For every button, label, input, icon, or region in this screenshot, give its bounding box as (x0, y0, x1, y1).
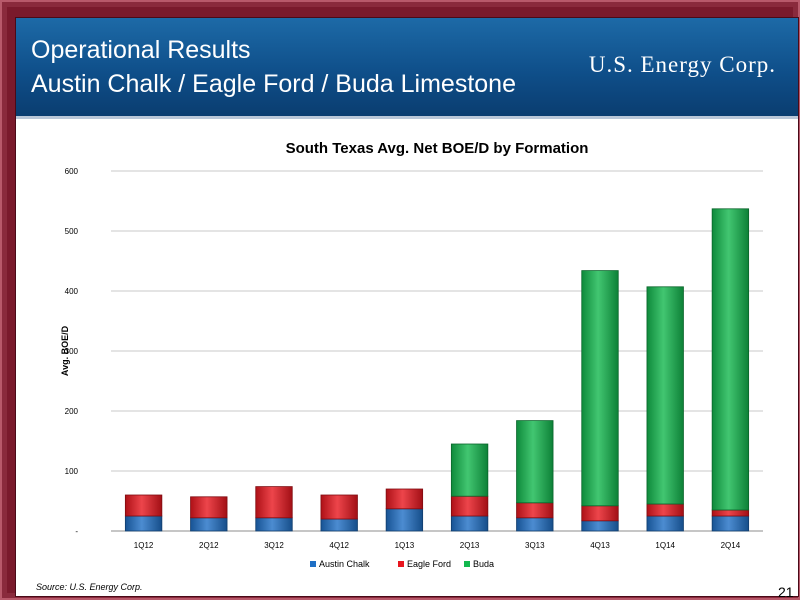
bar-eagle-ford (711, 509, 750, 517)
y-axis-label: Avg. BOE/D (60, 325, 70, 376)
bar-austin-chalk (190, 517, 228, 532)
bar-buda (711, 208, 750, 511)
bar-austin-chalk (320, 518, 358, 532)
bar-eagle-ford (450, 495, 489, 517)
bar-eagle-ford (646, 503, 684, 517)
legend-swatch (464, 561, 470, 567)
bar-austin-chalk (516, 517, 554, 532)
bar-eagle-ford (516, 502, 554, 519)
chart-title: South Texas Avg. Net BOE/D by Formation (286, 140, 589, 157)
bar-buda (646, 286, 684, 505)
x-tick-label: 1Q12 (134, 541, 154, 550)
bar-eagle-ford (124, 494, 163, 517)
y-tick-label: 600 (65, 167, 79, 176)
bar-eagle-ford (190, 496, 228, 519)
bar-austin-chalk (255, 517, 293, 532)
y-tick-label: 300 (65, 347, 79, 356)
y-tick-label: - (75, 527, 78, 536)
x-tick-label: 3Q12 (264, 541, 284, 550)
bar-austin-chalk (450, 515, 489, 532)
y-tick-label: 100 (65, 467, 79, 476)
legend-swatch (398, 561, 404, 567)
bar-austin-chalk (385, 508, 424, 532)
company-logo: U.S. Energy Corp. (588, 52, 776, 77)
bar-austin-chalk (581, 520, 619, 532)
bar-austin-chalk (124, 515, 163, 532)
x-tick-label: 4Q13 (590, 541, 610, 550)
y-tick-label: 400 (65, 287, 79, 296)
slide-title-line2: Austin Chalk / Eagle Ford / Buda Limesto… (31, 70, 516, 98)
bar-austin-chalk (711, 515, 750, 532)
bar-eagle-ford (320, 494, 358, 520)
bar-buda (516, 420, 554, 504)
x-tick-label: 3Q13 (525, 541, 545, 550)
x-tick-label: 2Q12 (199, 541, 219, 550)
slide-title-line1: Operational Results (31, 36, 251, 64)
x-tick-label: 1Q14 (655, 541, 675, 550)
legend-label: Austin Chalk (319, 559, 370, 569)
slide-header: Operational Results Austin Chalk / Eagle… (16, 18, 798, 119)
bar-buda (450, 443, 489, 497)
bar-buda (581, 270, 619, 507)
y-tick-label: 200 (65, 407, 79, 416)
chart: South Texas Avg. Net BOE/D by Formation -… (60, 140, 763, 569)
x-tick-label: 4Q12 (329, 541, 349, 550)
source-note: Source: U.S. Energy Corp. (36, 582, 143, 592)
legend-label: Eagle Ford (407, 559, 451, 569)
x-tick-label: 1Q13 (395, 541, 415, 550)
x-tick-label: 2Q13 (460, 541, 480, 550)
legend-label: Buda (473, 559, 494, 569)
bar-eagle-ford (385, 488, 424, 510)
slide: Operational Results Austin Chalk / Eagle… (15, 17, 799, 600)
y-tick-label: 500 (65, 227, 79, 236)
bar-austin-chalk (646, 515, 684, 532)
legend-swatch (310, 561, 316, 567)
page-number: 21 (778, 584, 794, 600)
bar-eagle-ford (581, 505, 619, 522)
bar-eagle-ford (255, 486, 293, 519)
x-tick-label: 2Q14 (721, 541, 741, 550)
